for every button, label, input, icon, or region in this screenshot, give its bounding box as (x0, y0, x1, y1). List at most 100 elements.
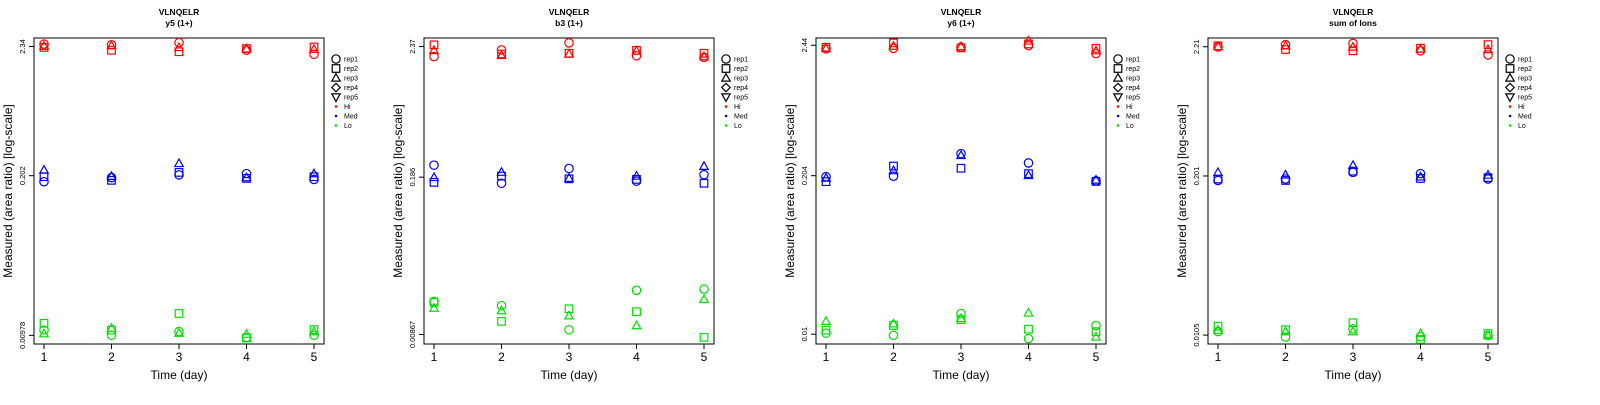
y-tick-label: 2.44 (800, 38, 809, 53)
x-axis-label: Time (day) (1325, 368, 1382, 382)
chart-subtitle: sum of Ions (1329, 18, 1377, 28)
y-axis-label: Measured (area ratio) [log-scale] (1175, 104, 1189, 277)
data-point (174, 309, 184, 318)
data-point (1023, 333, 1034, 344)
data-point (428, 171, 440, 182)
data-point (38, 164, 50, 174)
data-point (956, 308, 966, 319)
data-point (563, 310, 575, 320)
data-point (563, 48, 575, 58)
data-point (308, 167, 320, 178)
data-point (1212, 166, 1224, 177)
legend-label: rep5 (1518, 95, 1532, 102)
data-point (38, 40, 50, 50)
data-point (173, 327, 185, 337)
data-point (174, 47, 184, 57)
x-tick-label: 1 (1215, 350, 1222, 364)
legend-color-dot (334, 114, 338, 118)
legend-label: rep4 (1518, 85, 1532, 92)
plot-frame (423, 37, 715, 345)
legend-color-dot (1116, 114, 1120, 118)
legend-color-dot (1116, 105, 1120, 108)
legend-color-dot (334, 105, 338, 108)
legend-symbol (331, 64, 341, 73)
legend-label: Lo (1518, 123, 1526, 130)
legend-label: rep1 (1518, 57, 1532, 64)
data-point (309, 49, 319, 60)
legend-label: rep5 (1126, 95, 1140, 102)
data-point (308, 43, 320, 54)
legend-symbol (1505, 64, 1515, 73)
legend-marker (1113, 54, 1123, 64)
data-point (38, 328, 50, 338)
legend-symbol (721, 64, 731, 73)
x-tick-label: 4 (243, 350, 250, 364)
legend-label: rep4 (1126, 85, 1140, 92)
legend-symbol (330, 93, 342, 103)
data-point (1482, 43, 1494, 54)
x-tick-label: 4 (1025, 350, 1032, 364)
legend-marker (1504, 72, 1516, 82)
legend-label: rep1 (1126, 57, 1140, 64)
x-tick-label: 2 (1282, 350, 1289, 364)
legend-symbol (1113, 54, 1123, 64)
data-point (106, 170, 117, 180)
data-point (699, 284, 709, 294)
y-axis-label: Measured (area ratio) [log-scale] (391, 104, 405, 277)
legend-symbol (330, 72, 342, 82)
data-point (889, 38, 898, 48)
legend-marker (330, 93, 342, 103)
data-point (1023, 35, 1034, 45)
legend-symbol (331, 54, 341, 64)
legend-marker (720, 82, 732, 93)
data-point (173, 41, 185, 52)
chart-subtitle: y6 (1+) (947, 18, 974, 28)
legend-label: rep5 (344, 95, 358, 102)
data-point (889, 161, 898, 171)
legend-label: Med (1126, 114, 1140, 121)
y-tick-label: 0.186 (408, 168, 417, 187)
data-point (563, 172, 575, 183)
data-point (496, 49, 507, 60)
legend-label: rep3 (1126, 76, 1140, 83)
legend-label: Hi (344, 104, 351, 111)
data-point (631, 170, 642, 180)
data-point (1415, 171, 1426, 181)
data-point (1091, 320, 1101, 331)
legend-color-dot (1508, 105, 1512, 108)
chart-title: VLNQELR (1333, 7, 1374, 17)
plot-frame (33, 37, 325, 345)
x-axis-label: Time (day) (933, 368, 990, 382)
data-point (956, 148, 966, 159)
data-point (39, 176, 49, 187)
legend-color-dot (724, 114, 728, 118)
data-point (496, 304, 507, 315)
x-tick-label: 3 (1350, 350, 1357, 364)
data-point (496, 300, 507, 311)
data-point (106, 39, 117, 50)
data-point (888, 330, 899, 341)
data-point (1212, 40, 1224, 51)
data-point (107, 175, 116, 185)
data-point (698, 293, 710, 304)
legend-color-dot (334, 124, 338, 127)
legend-label: Med (1518, 114, 1532, 121)
data-point (564, 163, 574, 174)
chart-title: VLNQELR (549, 7, 590, 17)
data-point (1280, 40, 1291, 50)
y-tick-label: 0.201 (1192, 167, 1201, 186)
y-tick-label: 0.204 (800, 166, 809, 185)
data-point (955, 40, 967, 51)
legend-symbol (720, 72, 732, 82)
legend-label: Hi (1126, 104, 1133, 111)
data-point (428, 44, 440, 55)
legend-label: rep1 (734, 57, 748, 64)
legend-marker (330, 72, 342, 82)
data-point (631, 319, 642, 330)
legend-marker (721, 64, 731, 73)
data-point (699, 48, 709, 58)
legend: rep1 rep2 rep3 rep4 rep5 Hi Med Lo (330, 54, 358, 130)
